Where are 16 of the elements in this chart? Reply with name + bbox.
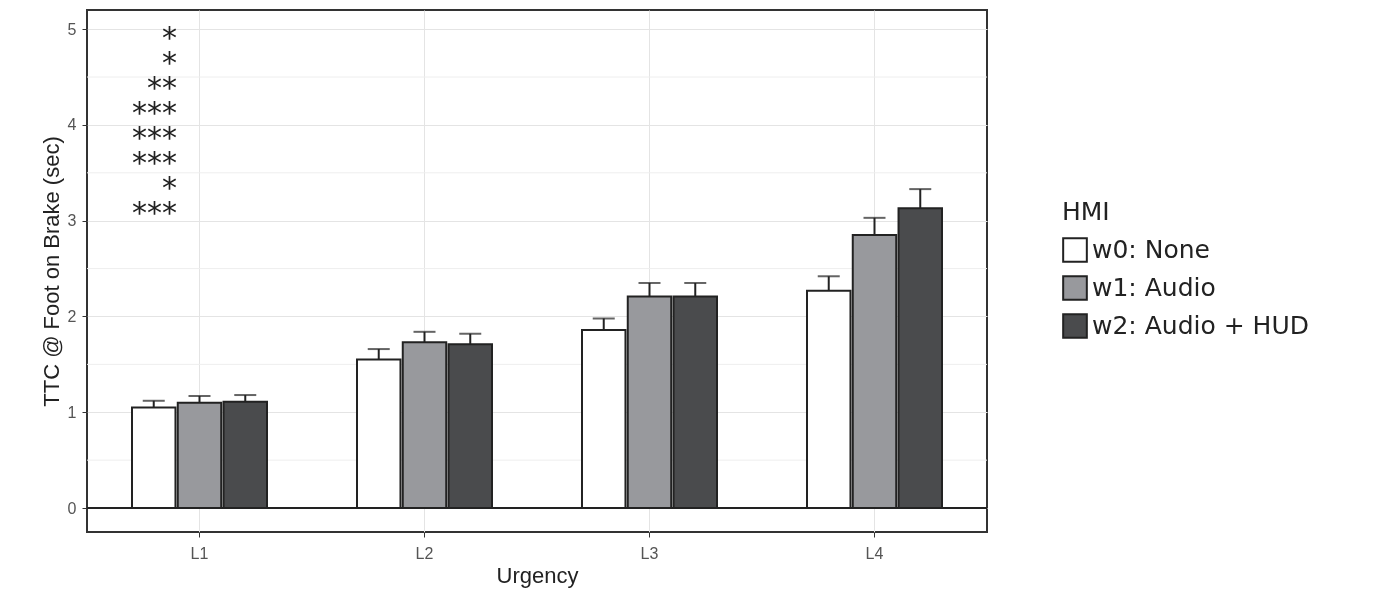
legend-label: w1: Audio bbox=[1092, 273, 1216, 302]
y-tick-label: 3 bbox=[67, 212, 77, 230]
y-tick-label: 1 bbox=[67, 403, 77, 421]
x-tick-label: L1 bbox=[190, 544, 209, 562]
y-tick-label: 2 bbox=[67, 308, 77, 325]
y-axis-title: TTC @ Foot on Brake (sec) bbox=[38, 136, 64, 407]
legend-label: w2: Audio + HUD bbox=[1092, 311, 1309, 340]
x-tick-label: L3 bbox=[640, 544, 659, 562]
legend-label: w0: None bbox=[1092, 235, 1210, 264]
legend-title: HMI bbox=[1062, 197, 1110, 226]
y-tick-label: 0 bbox=[67, 499, 77, 517]
y-tick-label: 4 bbox=[67, 116, 77, 134]
x-tick-label: L2 bbox=[415, 544, 434, 562]
y-tick-label: 5 bbox=[67, 20, 77, 38]
x-tick-label: L4 bbox=[865, 544, 884, 562]
x-axis-title: Urgency bbox=[496, 562, 579, 588]
